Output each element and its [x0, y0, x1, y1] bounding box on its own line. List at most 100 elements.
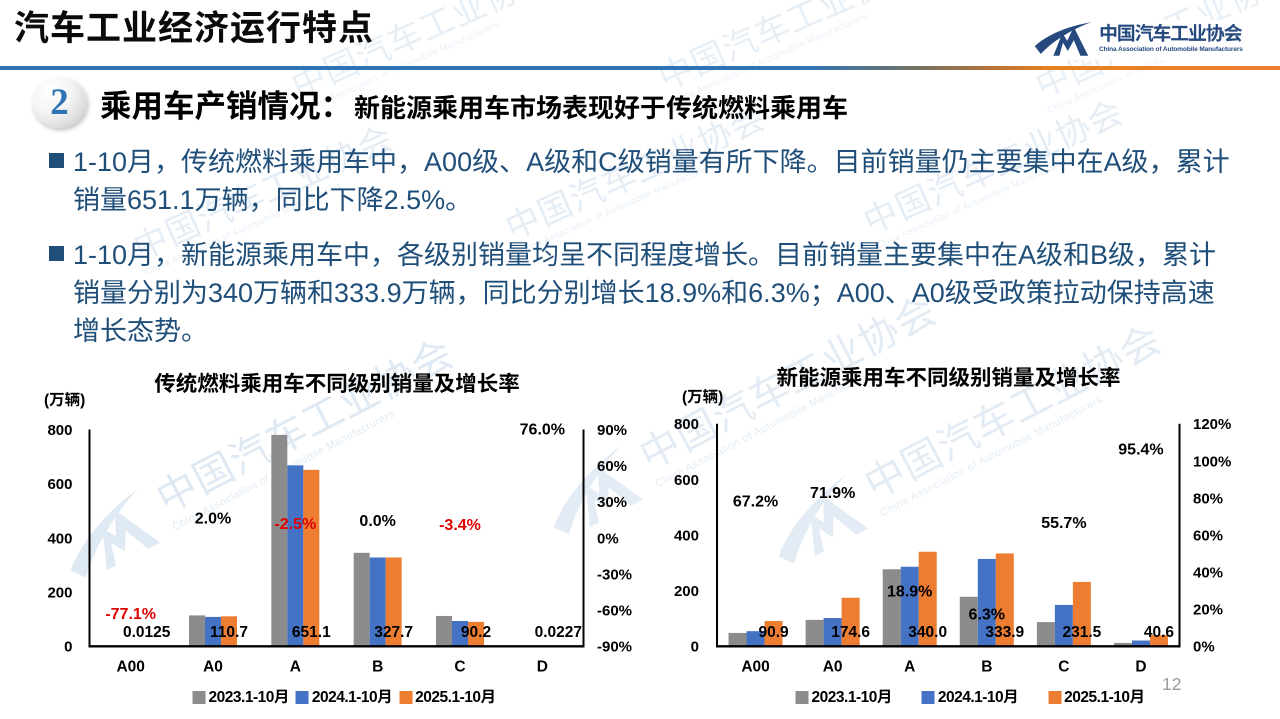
growth-label: 2.0%	[195, 510, 231, 527]
value-label: 90.9	[758, 624, 789, 641]
y-tick-left: 0	[691, 639, 699, 656]
legend-label: 2025.1-10月	[415, 689, 496, 706]
watermark-logo-icon	[778, 474, 869, 564]
legend-label: 2023.1-10月	[811, 689, 893, 706]
y-tick-left: 400	[674, 527, 699, 544]
y-tick-right: 30%	[597, 494, 627, 511]
bar-2024.1-10月-A	[900, 566, 919, 647]
legend-item: 2024.1-10月	[921, 689, 1019, 706]
growth-label: 67.2%	[733, 494, 778, 511]
bar-2024.1-10月-C	[452, 620, 468, 647]
bar-2025.1-10月-B	[995, 553, 1014, 647]
legend-swatch	[795, 691, 809, 704]
y-tick-left: 600	[674, 472, 699, 489]
legend-swatch	[295, 691, 309, 704]
growth-label: 76.0%	[520, 421, 565, 438]
value-label: 0.0227	[535, 624, 582, 641]
y-tick-right: 90%	[597, 422, 627, 439]
legend-ice: 2023.1-10月 2024.1-10月 2025.1-10月	[192, 689, 496, 706]
x-tick: B	[981, 659, 992, 676]
y-tick-left: 800	[674, 416, 699, 433]
header-divider	[0, 66, 1280, 70]
watermark-logo-icon	[70, 488, 161, 578]
org-logo: 中国汽车工业协会 China Association of Automobile…	[1033, 20, 1258, 60]
bar-2025.1-10月-A0	[221, 616, 237, 647]
legend-label: 2023.1-10月	[208, 689, 290, 706]
chart-0: 0 200 400 600 800 -90% -60% -30% 0% 30% 60% 90% A00 A…	[47, 421, 632, 675]
y-tick-right: -60%	[597, 603, 632, 620]
section-number-badge: 2	[32, 77, 87, 128]
bar-2023.1-10月-A	[882, 569, 901, 647]
bar-2025.1-10月-A	[918, 551, 937, 647]
x-tick: B	[372, 659, 383, 676]
bar-2023.1-10月-C	[436, 615, 452, 647]
y-tick-right: 20%	[1193, 602, 1223, 619]
value-label: 40.6	[1144, 624, 1175, 641]
x-tick: A00	[741, 659, 769, 676]
legend-item: 2023.1-10月	[192, 689, 290, 706]
bullet-item-1: 1-10月，传统燃料乘用车中，A00级、A级和C级销量有所下降。目前销量仍主要集…	[48, 143, 1263, 219]
x-tick: D	[537, 659, 548, 676]
x-tick: A00	[116, 659, 144, 676]
bar-2023.1-10月-A	[271, 434, 288, 647]
section-subheading: 新能源乘用车市场表现好于传统燃料乘用车	[354, 93, 849, 123]
y-tick-right: 80%	[1193, 490, 1223, 507]
value-label: 231.5	[1062, 624, 1101, 641]
bar-2023.1-10月-B	[353, 552, 370, 647]
y-tick-left: 400	[47, 530, 72, 547]
section-number: 2	[50, 82, 69, 123]
bar-2025.1-10月-D	[1149, 635, 1168, 647]
chart-title-ice: 传统燃料乘用车不同级别销量及增长率	[154, 372, 520, 396]
bar-2025.1-10月-C	[1072, 581, 1091, 647]
bar-2023.1-10月-A00	[728, 632, 747, 647]
legend-swatch	[399, 691, 413, 704]
value-label: 340.0	[908, 624, 947, 641]
bullet-line: 1-10月，传统燃料乘用车中，A00级、A级和C级销量有所下降。目前销量仍主要集…	[73, 147, 1230, 177]
legend-swatch	[192, 691, 206, 704]
y-tick-right: 100%	[1193, 453, 1231, 470]
bar-2025.1-10月-B	[385, 557, 402, 647]
growth-label: 71.9%	[810, 485, 855, 502]
x-tick: A	[290, 659, 301, 676]
legend-label: 2024.1-10月	[311, 689, 393, 706]
growth-label: 55.7%	[1041, 515, 1086, 532]
watermark-logo-icon	[553, 445, 644, 535]
x-tick: A	[904, 659, 915, 676]
growth-label: -77.1%	[105, 606, 156, 623]
bar-2025.1-10月-A0	[841, 597, 860, 647]
y-tick-right: -30%	[597, 566, 632, 583]
bar-2024.1-10月-B	[977, 558, 996, 647]
legend-swatch	[921, 691, 935, 704]
bullet-item-2: 1-10月，新能源乘用车中，各级别销量均呈不同程度增长。目前销量主要集中在A级和…	[48, 236, 1263, 350]
bullet-line: 增长态势。	[73, 316, 208, 346]
bar-2023.1-10月-D	[1113, 642, 1132, 647]
x-tick: C	[1058, 659, 1069, 676]
growth-label: -2.5%	[274, 516, 316, 533]
y-tick-left: 200	[47, 585, 72, 602]
value-label: 0.0125	[123, 624, 171, 641]
bar-2025.1-10月-C	[468, 621, 484, 647]
growth-label: 6.3%	[969, 607, 1005, 624]
value-label: 174.6	[831, 624, 870, 641]
x-tick: A0	[203, 659, 223, 676]
value-label: 333.9	[985, 624, 1024, 641]
y-tick-right: 0%	[597, 530, 619, 547]
y-tick-left: 800	[47, 422, 72, 439]
legend-label: 2024.1-10月	[937, 689, 1019, 706]
y-tick-right: 40%	[1193, 565, 1223, 582]
growth-label: 18.9%	[887, 583, 932, 600]
legend-nev: 2023.1-10月 2024.1-10月 2025.1-10月	[795, 689, 1145, 706]
y-tick-left: 600	[47, 476, 72, 493]
y-tick-left: 200	[674, 583, 699, 600]
bullet-line: 1-10月，新能源乘用车中，各级别销量均呈不同程度增长。目前销量主要集中在A级和…	[73, 240, 1217, 270]
legend-item: 2025.1-10月	[399, 689, 496, 706]
bar-2024.1-10月-A0	[823, 618, 842, 647]
bar-2025.1-10月-A00	[764, 621, 783, 647]
logo-text-zh: 中国汽车工业协会	[1099, 24, 1243, 45]
y-tick-right: 60%	[597, 458, 627, 475]
